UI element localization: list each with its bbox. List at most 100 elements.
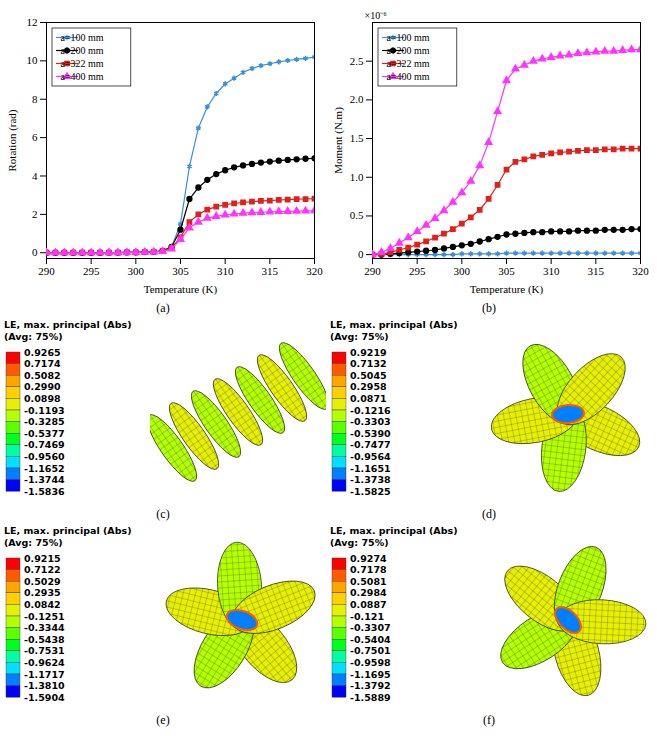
svg-text:310: 310: [217, 265, 234, 277]
svg-text:8: 8: [32, 93, 38, 105]
svg-text:320: 320: [306, 265, 323, 277]
svg-text:300: 300: [454, 265, 471, 277]
svg-text:-1.1695: -1.1695: [350, 669, 391, 680]
svg-text:0.2984: 0.2984: [350, 587, 387, 598]
svg-text:-0.3344: -0.3344: [24, 622, 65, 633]
svg-text:2.5: 2.5: [350, 55, 364, 67]
svg-text:(Avg: 75%): (Avg: 75%): [4, 537, 63, 548]
svg-text:-1.1651: -1.1651: [350, 463, 391, 474]
svg-text:-0.9598: -0.9598: [350, 657, 391, 668]
svg-text:-0.3303: -0.3303: [350, 416, 391, 427]
svg-text:0.9219: 0.9219: [350, 347, 387, 358]
svg-text:0.0898: 0.0898: [24, 393, 61, 404]
svg-text:0.0887: 0.0887: [350, 599, 387, 610]
svg-text:2.0: 2.0: [350, 93, 364, 105]
svg-text:300: 300: [128, 265, 145, 277]
svg-text:-1.3810: -1.3810: [24, 680, 65, 691]
svg-text:0.2958: 0.2958: [350, 381, 387, 392]
svg-text:1.5: 1.5: [350, 132, 364, 144]
svg-text:LE, max. principal (Abs): LE, max. principal (Abs): [330, 525, 457, 536]
svg-text:Temperature (K): Temperature (K): [470, 283, 544, 296]
svg-text:LE, max. principal (Abs): LE, max. principal (Abs): [4, 525, 131, 536]
svg-text:a=100 mm: a=100 mm: [60, 32, 103, 43]
svg-text:-0.7469: -0.7469: [24, 439, 65, 450]
svg-text:-0.9624: -0.9624: [24, 657, 65, 668]
svg-text:a=322 mm: a=322 mm: [386, 58, 429, 69]
svg-text:0.0842: 0.0842: [24, 599, 61, 610]
svg-text:0: 0: [32, 246, 38, 258]
svg-text:Moment (N.m): Moment (N.m): [332, 107, 345, 174]
svg-text:×10⁻⁶: ×10⁻⁶: [365, 10, 388, 21]
svg-text:0.5: 0.5: [350, 209, 364, 221]
svg-text:12: 12: [27, 16, 38, 28]
svg-text:-0.5390: -0.5390: [350, 428, 391, 439]
svg-text:-0.9560: -0.9560: [24, 451, 65, 462]
svg-text:310: 310: [543, 265, 560, 277]
svg-text:-0.3307: -0.3307: [350, 622, 391, 633]
svg-text:-1.3738: -1.3738: [350, 474, 391, 485]
svg-text:-1.3744: -1.3744: [24, 474, 65, 485]
svg-text:a=400 mm: a=400 mm: [60, 71, 103, 82]
svg-text:-0.7501: -0.7501: [350, 645, 391, 656]
svg-text:-1.1717: -1.1717: [24, 669, 65, 680]
svg-text:-0.5377: -0.5377: [24, 428, 65, 439]
svg-text:10: 10: [27, 54, 39, 66]
svg-text:295: 295: [83, 265, 100, 277]
svg-text:315: 315: [588, 265, 605, 277]
svg-text:-0.5438: -0.5438: [24, 634, 65, 645]
svg-text:-1.5825: -1.5825: [350, 486, 391, 497]
svg-text:0.2935: 0.2935: [24, 587, 61, 598]
svg-text:a=200 mm: a=200 mm: [386, 45, 429, 56]
svg-text:-1.1652: -1.1652: [24, 463, 65, 474]
svg-text:295: 295: [409, 265, 426, 277]
svg-text:-0.1216: -0.1216: [350, 405, 391, 416]
svg-text:-1.5904: -1.5904: [24, 692, 65, 703]
svg-text:LE, max. principal (Abs): LE, max. principal (Abs): [4, 319, 131, 330]
svg-text:0.9274: 0.9274: [350, 553, 387, 564]
svg-text:320: 320: [632, 265, 649, 277]
svg-text:a=322 mm: a=322 mm: [60, 58, 103, 69]
svg-text:(Avg: 75%): (Avg: 75%): [330, 537, 389, 548]
svg-text:6: 6: [32, 131, 38, 143]
svg-text:315: 315: [262, 265, 279, 277]
svg-text:305: 305: [498, 265, 515, 277]
svg-text:a=400 mm: a=400 mm: [386, 71, 429, 82]
svg-text:-0.5404: -0.5404: [350, 634, 391, 645]
svg-text:(Avg: 75%): (Avg: 75%): [4, 331, 63, 342]
svg-text:0.0871: 0.0871: [350, 393, 387, 404]
svg-text:-0.7477: -0.7477: [350, 439, 391, 450]
svg-text:-0.1251: -0.1251: [24, 611, 65, 622]
svg-text:a=200 mm: a=200 mm: [60, 45, 103, 56]
svg-text:-1.3792: -1.3792: [350, 680, 391, 691]
svg-text:0.7174: 0.7174: [24, 358, 61, 369]
svg-text:290: 290: [364, 265, 381, 277]
svg-text:0.5081: 0.5081: [350, 576, 387, 587]
svg-text:0.9215: 0.9215: [24, 553, 61, 564]
svg-text:-0.7531: -0.7531: [24, 645, 65, 656]
svg-text:1.0: 1.0: [350, 171, 364, 183]
svg-text:-0.3285: -0.3285: [24, 416, 65, 427]
svg-text:-0.1193: -0.1193: [24, 405, 65, 416]
svg-text:-0.121: -0.121: [350, 611, 384, 622]
svg-text:305: 305: [172, 265, 189, 277]
svg-text:(Avg: 75%): (Avg: 75%): [330, 331, 389, 342]
svg-text:0.7122: 0.7122: [24, 564, 61, 575]
svg-text:0.5029: 0.5029: [24, 576, 61, 587]
svg-text:Rotation (rad): Rotation (rad): [6, 109, 19, 171]
svg-text:0.7132: 0.7132: [350, 358, 387, 369]
svg-text:0.2990: 0.2990: [24, 381, 61, 392]
svg-text:-1.5836: -1.5836: [24, 486, 65, 497]
svg-text:Temperature (K): Temperature (K): [144, 283, 218, 296]
svg-text:-0.9564: -0.9564: [350, 451, 391, 462]
svg-text:-1.5889: -1.5889: [350, 692, 391, 703]
svg-text:4: 4: [32, 170, 38, 182]
svg-text:0: 0: [358, 248, 364, 260]
svg-text:0.5045: 0.5045: [350, 370, 387, 381]
svg-text:0.5082: 0.5082: [24, 370, 61, 381]
svg-text:a=100 mm: a=100 mm: [386, 32, 429, 43]
svg-text:290: 290: [38, 265, 55, 277]
svg-text:LE, max. principal (Abs): LE, max. principal (Abs): [330, 319, 457, 330]
svg-text:2: 2: [32, 208, 38, 220]
svg-text:0.7178: 0.7178: [350, 564, 387, 575]
svg-text:0.9265: 0.9265: [24, 347, 61, 358]
